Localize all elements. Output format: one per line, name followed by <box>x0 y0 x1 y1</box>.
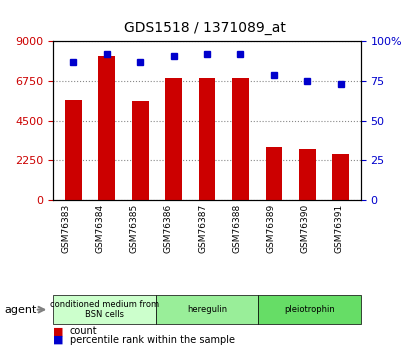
Text: percentile rank within the sample: percentile rank within the sample <box>70 335 234 345</box>
Bar <box>65 100 81 200</box>
Text: ■: ■ <box>53 326 64 336</box>
Text: GSM76385: GSM76385 <box>129 204 138 253</box>
Bar <box>332 154 348 200</box>
Bar <box>231 78 248 200</box>
Text: GSM76383: GSM76383 <box>61 204 70 253</box>
Text: GSM76391: GSM76391 <box>334 204 343 253</box>
Text: pleiotrophin: pleiotrophin <box>283 305 334 314</box>
Bar <box>298 149 315 200</box>
Bar <box>265 147 281 200</box>
Text: GSM76389: GSM76389 <box>266 204 275 253</box>
Text: heregulin: heregulin <box>187 305 227 314</box>
Text: conditioned medium from
BSN cells: conditioned medium from BSN cells <box>50 300 159 319</box>
Bar <box>198 78 215 200</box>
Bar <box>98 56 115 200</box>
Text: count: count <box>70 326 97 336</box>
Bar <box>165 78 182 200</box>
Text: GSM76386: GSM76386 <box>164 204 173 253</box>
Text: ■: ■ <box>53 335 64 345</box>
Text: GSM76387: GSM76387 <box>198 204 207 253</box>
Text: GSM76388: GSM76388 <box>231 204 240 253</box>
Text: GDS1518 / 1371089_at: GDS1518 / 1371089_at <box>124 21 285 35</box>
Text: GSM76390: GSM76390 <box>300 204 309 253</box>
Text: GSM76384: GSM76384 <box>95 204 104 253</box>
Text: agent: agent <box>4 305 36 315</box>
Bar <box>132 101 148 200</box>
